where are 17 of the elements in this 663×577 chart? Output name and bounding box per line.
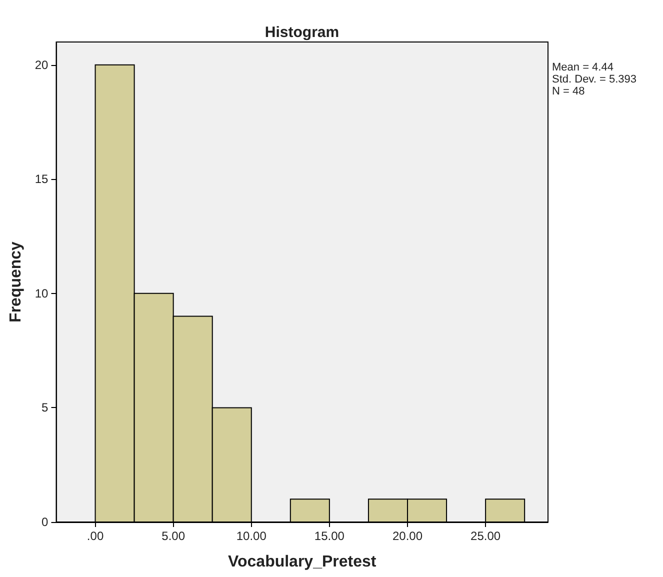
y-tick-label: 0 bbox=[42, 515, 49, 529]
text: Mean = 4.44 bbox=[552, 62, 614, 74]
x-tick-label: 25.00 bbox=[470, 529, 501, 543]
y-tick-label: 15 bbox=[34, 172, 49, 186]
x-tick-label: 10.00 bbox=[236, 529, 267, 543]
x-tick-label: 20.00 bbox=[392, 529, 423, 543]
x-axis-title: Vocabulary_Pretest bbox=[228, 554, 377, 570]
x-tick-label: 5.00 bbox=[162, 529, 186, 543]
x-tick-label: .00 bbox=[86, 529, 104, 543]
text: Std. Dev. = 5.393 bbox=[552, 74, 636, 86]
y-tick-label: 5 bbox=[42, 400, 49, 415]
y-tick-label: 20 bbox=[34, 58, 49, 72]
y-axis-title: Frequency bbox=[8, 241, 24, 322]
x-tick-label: 15.00 bbox=[314, 529, 345, 543]
y-tick-label: 10 bbox=[34, 286, 49, 300]
text: N = 48 bbox=[552, 86, 585, 98]
chart-title: Histogram bbox=[264, 24, 340, 41]
